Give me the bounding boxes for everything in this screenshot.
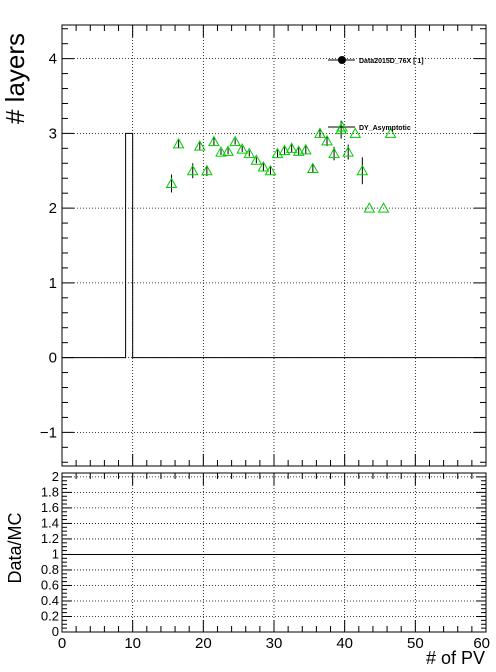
- main-plot-y-tick-labels: −1 0 1 2 3 4: [40, 51, 57, 442]
- main-plot-panel: −1 0 1 2 3 4 # layers: [0, 24, 487, 467]
- dy-point-marker: [377, 202, 390, 213]
- ratio-y-tick-label: 1: [52, 546, 59, 561]
- dy-point-marker: [349, 127, 362, 138]
- x-tick-label: 60: [473, 635, 490, 652]
- dy-asymptotic-points: [165, 120, 397, 213]
- ratio-y-tick-label: 0.4: [41, 593, 59, 608]
- x-tick-label: 0: [58, 635, 66, 652]
- dy-point-marker: [215, 146, 227, 157]
- legend-data-marker: [338, 56, 346, 64]
- dy-point-marker: [193, 140, 206, 151]
- dy-point-marker: [307, 162, 319, 174]
- ratio-plot-panel: 00.20.40.60.811.21.41.61.82 0 10 20 30 40 50 6…: [5, 469, 490, 668]
- legend: Data2015D_76X [ 1] DY_Asymptotic: [328, 56, 424, 132]
- dy-point-marker: [201, 164, 213, 176]
- x-tick-label: 20: [195, 635, 212, 652]
- ratio-y-tick-label: 2: [52, 469, 59, 484]
- dy-point-marker: [321, 134, 333, 146]
- main-y-tick-label: 2: [49, 200, 57, 217]
- dy-point-marker: [356, 164, 369, 176]
- main-y-tick-label: −1: [40, 424, 57, 441]
- dy-point-marker: [328, 147, 340, 159]
- dy-point-marker: [243, 147, 256, 159]
- main-y-tick-label: 1: [49, 275, 57, 292]
- x-axis-title: # of PV: [426, 648, 485, 668]
- dy-point-marker: [264, 164, 277, 176]
- legend-entry-dy: DY_Asymptotic: [328, 120, 411, 132]
- dy-point-marker: [363, 202, 376, 213]
- ratio-y-tick-label: 1.4: [41, 515, 59, 530]
- x-tick-label: 40: [336, 635, 353, 652]
- legend-dy-marker: [336, 120, 348, 132]
- dy-point-marker: [208, 135, 220, 147]
- ratio-y-tick-label: 0: [52, 624, 59, 639]
- dy-point-marker: [257, 160, 270, 172]
- dy-point-marker: [342, 146, 355, 157]
- main-y-tick-label: 3: [49, 125, 57, 142]
- x-tick-label: 10: [124, 635, 141, 652]
- main-y-axis-title: # layers: [0, 33, 30, 124]
- dy-point-marker: [299, 143, 312, 155]
- ratio-y-tick-label: 0.2: [41, 608, 59, 623]
- x-tick-label: 50: [407, 635, 424, 652]
- ratio-plot-x-tick-labels: 0 10 20 30 40 50 60: [58, 635, 490, 652]
- ratio-plot-ticks: [61, 472, 487, 633]
- ratio-y-tick-label: 1.8: [41, 484, 59, 499]
- main-y-tick-label: 0: [49, 350, 57, 367]
- ratio-y-tick-label: 0.8: [41, 562, 59, 577]
- data-histogram: [62, 132, 486, 359]
- main-y-tick-label: 4: [49, 51, 57, 68]
- legend-dy-label: DY_Asymptotic: [359, 125, 411, 132]
- dy-point-marker: [278, 144, 291, 156]
- dy-point-marker: [292, 145, 305, 156]
- ratio-plot-grid: [62, 473, 486, 633]
- ratio-y-axis-title: Data/MC: [5, 512, 25, 583]
- legend-data-label: Data2015D_76X [ 1]: [359, 58, 424, 65]
- dy-point-marker: [335, 123, 347, 135]
- dy-point-marker: [250, 154, 263, 165]
- ratio-y-tick-label: 1.6: [41, 500, 59, 515]
- legend-entry-data: Data2015D_76X [ 1]: [328, 56, 424, 65]
- dy-point-marker: [186, 164, 199, 176]
- dy-point-marker: [222, 145, 234, 156]
- ratio-y-tick-label: 1.2: [41, 531, 59, 546]
- x-tick-label: 30: [266, 635, 283, 652]
- dy-point-marker: [314, 127, 326, 138]
- dy-point-marker: [172, 137, 185, 149]
- dy-point-marker: [285, 142, 298, 153]
- dy-point-marker: [165, 177, 178, 188]
- ratio-plot-y-tick-labels: 00.20.40.60.811.21.41.61.82: [41, 469, 59, 639]
- dy-point-marker: [229, 135, 241, 147]
- dy-point-marker: [384, 127, 397, 138]
- ratio-y-tick-label: 0.6: [41, 577, 59, 592]
- dy-point-marker: [236, 143, 249, 154]
